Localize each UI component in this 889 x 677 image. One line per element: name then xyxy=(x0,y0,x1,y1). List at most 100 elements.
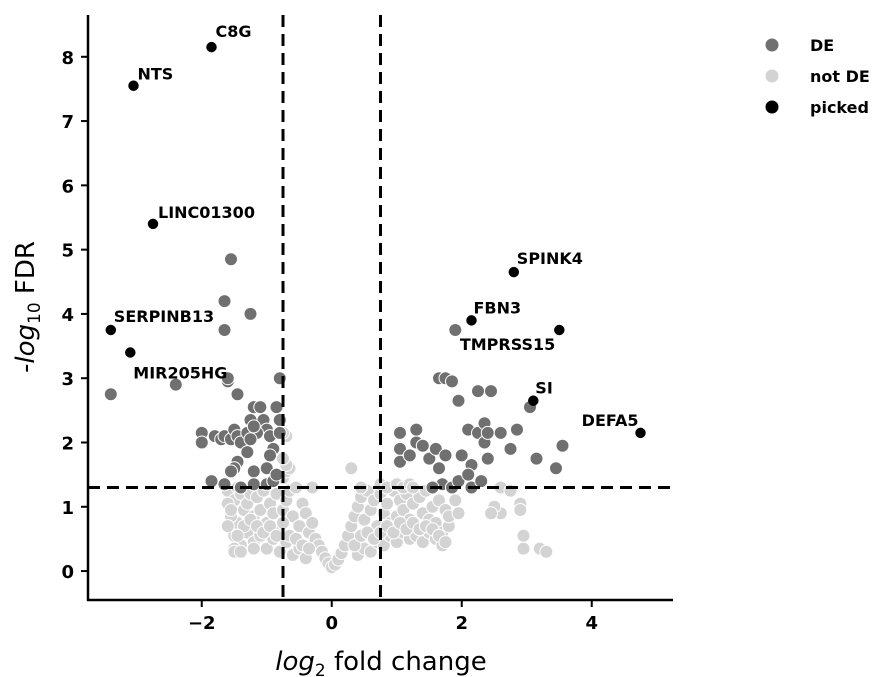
de-point xyxy=(428,441,443,456)
y-axis-label: -log10 FDR xyxy=(11,241,45,373)
not-de-point xyxy=(363,544,378,559)
de-point xyxy=(555,438,570,453)
de-point xyxy=(259,461,274,476)
de-point xyxy=(471,384,485,399)
not-de-point xyxy=(285,509,300,524)
legend-marker-not-de xyxy=(764,68,780,84)
de-point xyxy=(217,294,232,309)
not-de-point xyxy=(484,506,498,521)
de-point xyxy=(103,387,118,402)
gene-label-defa5: DEFA5 xyxy=(582,411,639,430)
not-de-point xyxy=(513,503,528,517)
de-point xyxy=(503,441,518,456)
axes: −2 0 2 4 0 1 2 3 4 5 6 7 8 xyxy=(61,15,673,634)
not-de-point xyxy=(451,506,466,521)
de-point xyxy=(409,422,424,437)
de-point xyxy=(484,384,498,399)
gene-label-nts: NTS xyxy=(138,65,174,84)
y-tick-label: 7 xyxy=(61,112,74,133)
y-tick-label: 8 xyxy=(61,48,74,69)
gene-label-spink4: SPINK4 xyxy=(517,249,583,268)
de-point xyxy=(243,432,258,447)
gene-label-fbn3: FBN3 xyxy=(474,298,522,317)
not-de-point xyxy=(230,528,245,543)
y-tick-label: 4 xyxy=(61,305,74,326)
not-de-point xyxy=(386,525,401,540)
not-de-point xyxy=(292,519,307,534)
de-point xyxy=(269,467,284,482)
not-de-point xyxy=(347,538,362,553)
legend-label-picked: picked xyxy=(810,98,869,117)
gene-label-mir205hg: MIR205HG xyxy=(133,364,227,383)
picked-point xyxy=(508,266,520,278)
y-tick-label: 5 xyxy=(61,241,74,262)
not-de-point xyxy=(233,544,248,559)
de-point xyxy=(269,400,284,415)
de-point xyxy=(217,323,232,337)
not-de-point xyxy=(344,461,359,476)
gene-label-c8g: C8G xyxy=(216,22,252,41)
not-de-point xyxy=(396,503,411,517)
gene-labels: C8G NTS LINC01300 SERPINB13 MIR205HG SPINK4 FB… xyxy=(114,22,639,430)
gene-label-si: SI xyxy=(535,379,552,398)
de-point xyxy=(415,438,430,453)
not-de-point xyxy=(432,493,446,508)
picked-point xyxy=(466,315,477,326)
de-point xyxy=(445,374,459,389)
de-point xyxy=(168,377,183,392)
de-point xyxy=(243,306,258,321)
de-point xyxy=(246,464,261,479)
de-point xyxy=(480,451,495,466)
picked-point xyxy=(554,324,565,336)
not-de-point xyxy=(224,503,238,517)
not-de-point xyxy=(516,528,531,543)
x-tick-label: 2 xyxy=(455,613,468,634)
y-tick-label: 3 xyxy=(61,369,74,390)
de-point xyxy=(438,448,453,463)
not-de-point xyxy=(246,541,261,556)
picked-point xyxy=(105,324,117,336)
not-de-point xyxy=(220,519,235,534)
picked-point xyxy=(128,80,139,91)
y-tick-label: 6 xyxy=(61,176,74,197)
x-tick-label: 0 xyxy=(325,613,338,634)
picked-point xyxy=(635,427,646,439)
de-point xyxy=(510,422,524,437)
y-ticks: 0 1 2 3 4 5 6 7 8 xyxy=(61,48,88,583)
not-de-point xyxy=(415,535,430,550)
picked-point xyxy=(206,41,217,53)
gene-label-tmprss15: TMPRSS15 xyxy=(460,335,555,354)
picked-point xyxy=(147,218,159,230)
de-point xyxy=(493,425,508,440)
de-point xyxy=(393,425,407,440)
not-de-point xyxy=(253,503,268,517)
threshold-lines xyxy=(88,15,673,600)
x-axis-label: log2 fold change xyxy=(275,647,486,677)
gene-label-serpinb13: SERPINB13 xyxy=(114,307,214,326)
de-point xyxy=(224,464,238,479)
de-point xyxy=(402,448,417,463)
not-de-point xyxy=(263,519,277,534)
de-point xyxy=(454,448,469,463)
picked-point xyxy=(125,347,136,358)
not-de-point xyxy=(539,544,554,559)
not-de-point xyxy=(438,535,453,550)
de-point xyxy=(246,419,261,434)
de-point xyxy=(224,252,238,267)
legend-marker-picked xyxy=(764,99,780,115)
de-point xyxy=(393,454,407,469)
de-point xyxy=(448,323,463,337)
y-tick-label: 1 xyxy=(61,498,74,519)
de-point xyxy=(480,425,495,440)
de-point xyxy=(461,467,476,482)
legend-label-not-de: not DE xyxy=(810,67,870,86)
x-ticks: −2 0 2 4 xyxy=(188,600,598,634)
not-de-point xyxy=(305,515,320,530)
not-de-point xyxy=(269,528,284,543)
not-de-point xyxy=(357,512,372,527)
de-point xyxy=(230,387,245,402)
not-de-point xyxy=(298,506,313,521)
legend-label-de: DE xyxy=(810,36,834,55)
